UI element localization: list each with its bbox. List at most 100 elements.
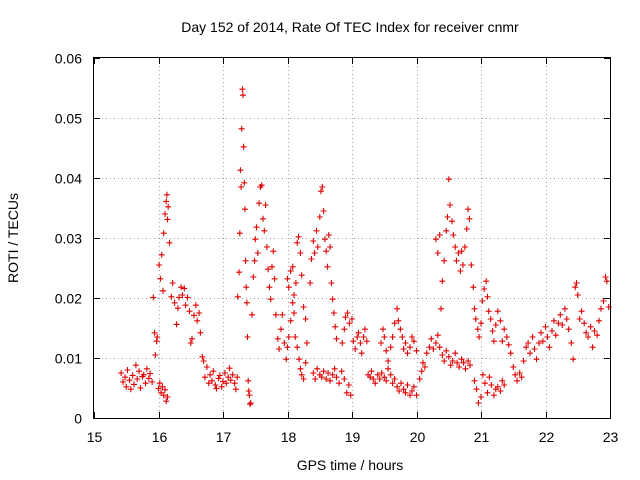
data-point: [441, 358, 448, 364]
data-point: [250, 274, 257, 280]
data-points-layer: [118, 86, 612, 408]
data-point: [287, 268, 294, 274]
data-point: [162, 386, 168, 393]
data-point: [343, 389, 350, 396]
data-point: [476, 334, 483, 340]
data-point: [576, 316, 583, 322]
data-point: [550, 317, 557, 324]
data-point: [229, 371, 236, 378]
data-point: [194, 317, 201, 324]
data-point: [126, 377, 133, 384]
data-point: [421, 364, 428, 370]
data-point: [201, 374, 208, 381]
y-axis-ticks: 0 0.01 0.02 0.03 0.04 0.05 0.06: [55, 51, 610, 427]
data-point: [232, 386, 239, 393]
data-point: [462, 365, 469, 372]
data-point: [501, 382, 508, 388]
data-point: [336, 380, 343, 387]
data-point: [602, 274, 609, 280]
data-point: [441, 257, 448, 264]
data-point: [523, 344, 530, 351]
data-point: [209, 377, 215, 384]
data-point: [376, 376, 383, 382]
data-point: [391, 376, 398, 382]
y-tick-label: 0.06: [55, 51, 82, 67]
data-point: [241, 179, 248, 186]
data-point: [158, 251, 165, 258]
data-point: [436, 232, 443, 238]
data-point: [525, 340, 532, 346]
data-point: [603, 278, 610, 285]
data-point: [127, 386, 134, 393]
data-point: [420, 359, 426, 366]
data-point: [374, 371, 381, 378]
data-point: [265, 266, 272, 273]
data-point: [308, 256, 315, 262]
data-point: [258, 182, 265, 189]
data-point: [453, 257, 460, 264]
data-point: [385, 358, 392, 364]
data-point: [223, 380, 230, 387]
data-point: [236, 230, 243, 237]
data-point: [302, 316, 309, 322]
data-point: [143, 365, 150, 372]
data-point: [247, 400, 254, 406]
data-point: [147, 370, 154, 377]
data-point: [470, 284, 477, 291]
data-point: [152, 352, 159, 358]
data-point: [330, 310, 337, 316]
data-point: [438, 305, 444, 312]
data-point: [499, 338, 506, 345]
data-point: [557, 311, 564, 318]
data-point: [585, 334, 592, 340]
data-point: [284, 344, 291, 351]
data-point: [291, 310, 297, 316]
data-point: [331, 365, 338, 372]
data-point: [468, 262, 475, 268]
x-axis-ticks: 15 16 17 18 19 20 21 22 23: [87, 58, 618, 445]
data-point: [409, 388, 415, 394]
data-point: [486, 374, 493, 381]
data-point: [413, 392, 420, 399]
data-point: [327, 377, 334, 384]
data-point: [591, 328, 598, 334]
data-point: [243, 299, 250, 306]
data-point: [489, 328, 496, 334]
data-point: [497, 317, 504, 324]
data-point: [404, 382, 411, 388]
data-point: [164, 394, 171, 400]
data-point: [465, 206, 472, 213]
data-point: [333, 335, 340, 342]
data-point: [328, 280, 335, 286]
data-point: [199, 353, 206, 360]
data-point: [150, 294, 157, 301]
data-point: [186, 308, 193, 315]
data-point: [325, 232, 332, 238]
data-point: [260, 215, 266, 222]
data-point: [256, 200, 263, 207]
data-point: [246, 392, 253, 399]
data-point: [307, 280, 314, 286]
data-point: [529, 334, 536, 340]
data-point: [302, 359, 309, 366]
data-point: [345, 382, 352, 388]
data-point: [207, 371, 214, 378]
data-point: [160, 392, 167, 399]
data-point: [539, 338, 546, 345]
data-point: [410, 338, 417, 345]
data-point: [490, 392, 497, 399]
data-point: [520, 358, 527, 364]
data-point: [236, 269, 243, 276]
data-point: [512, 371, 519, 378]
data-point: [239, 86, 246, 93]
data-point: [395, 317, 402, 324]
data-point: [285, 334, 292, 340]
data-point: [501, 326, 508, 333]
data-point: [434, 250, 441, 256]
data-point: [461, 244, 468, 250]
data-point: [176, 294, 183, 301]
data-point: [178, 284, 185, 291]
data-point: [311, 250, 318, 256]
data-point: [279, 311, 286, 318]
data-point: [205, 380, 212, 387]
